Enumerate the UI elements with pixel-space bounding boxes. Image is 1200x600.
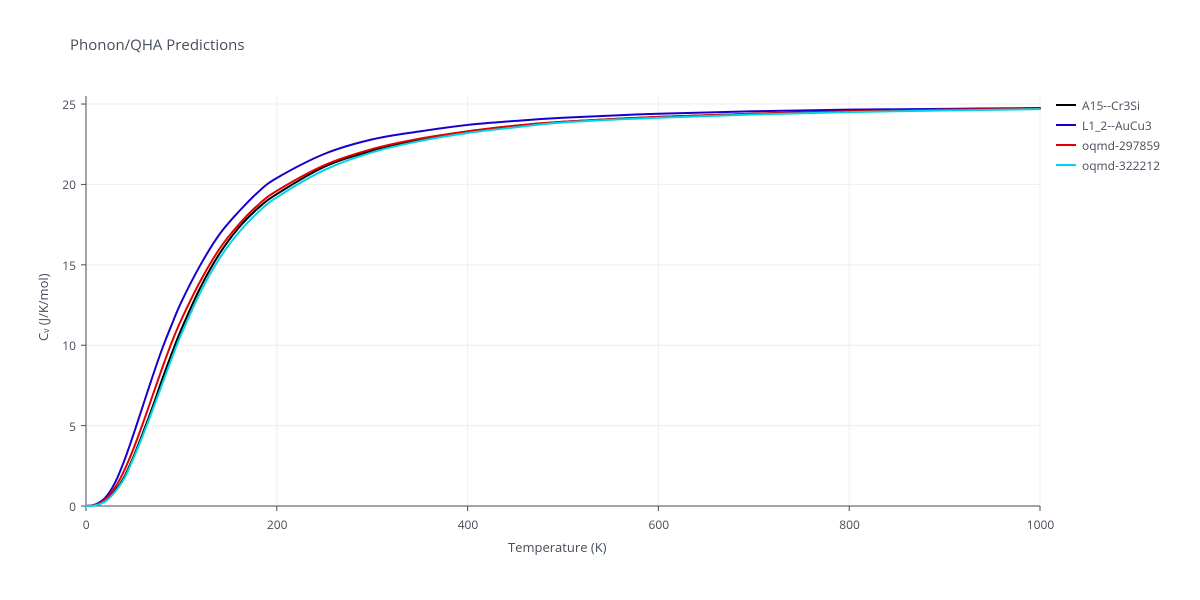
legend-label: L1_2--AuCu3 [1082, 117, 1152, 134]
legend-swatch [1056, 144, 1076, 146]
x-tick-label: 1000 [1027, 516, 1054, 533]
y-axis-label: Cᵥ (J/K/mol) [34, 273, 52, 341]
series-line [86, 109, 1040, 506]
chart-title: Phonon/QHA Predictions [70, 35, 245, 55]
y-tick-label: 10 [46, 337, 76, 354]
y-tick-label: 5 [46, 418, 76, 435]
x-tick-label: 800 [839, 516, 860, 533]
y-tick-label: 15 [46, 257, 76, 274]
y-tick-label: 25 [46, 96, 76, 113]
x-tick-label: 600 [649, 516, 670, 533]
legend-label: A15--Cr3Si [1082, 97, 1140, 114]
series-line [86, 108, 1040, 506]
series-line [86, 109, 1040, 506]
legend: A15--Cr3Si L1_2--AuCu3 oqmd-297859 oqmd-322… [1056, 96, 1160, 176]
x-axis-label: Temperature (K) [508, 538, 607, 556]
legend-item[interactable]: oqmd-322212 [1056, 156, 1160, 174]
legend-label: oqmd-322212 [1082, 157, 1160, 174]
legend-swatch [1056, 104, 1076, 106]
legend-swatch [1056, 124, 1076, 126]
x-tick-label: 400 [458, 516, 479, 533]
legend-item[interactable]: L1_2--AuCu3 [1056, 116, 1160, 134]
y-tick-label: 0 [46, 498, 76, 515]
legend-swatch [1056, 164, 1076, 166]
x-tick-label: 0 [83, 516, 90, 533]
chart-canvas [0, 0, 1200, 600]
legend-label: oqmd-297859 [1082, 137, 1160, 154]
legend-item[interactable]: A15--Cr3Si [1056, 96, 1160, 114]
legend-item[interactable]: oqmd-297859 [1056, 136, 1160, 154]
x-tick-label: 200 [267, 516, 288, 533]
y-tick-label: 20 [46, 176, 76, 193]
series-line [86, 109, 1040, 506]
